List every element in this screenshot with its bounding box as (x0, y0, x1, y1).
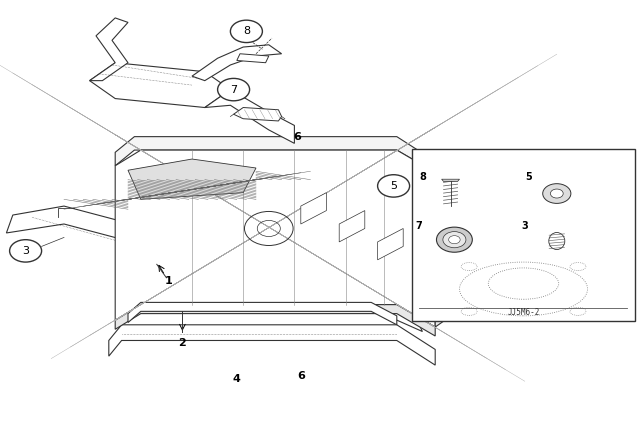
Polygon shape (339, 211, 365, 242)
Circle shape (550, 189, 563, 198)
Text: 6: 6 (294, 132, 301, 142)
Text: 7: 7 (416, 221, 422, 231)
Circle shape (449, 236, 460, 244)
Polygon shape (378, 228, 403, 260)
Polygon shape (6, 206, 422, 332)
FancyBboxPatch shape (412, 149, 635, 321)
Polygon shape (192, 45, 282, 81)
Text: 3: 3 (522, 221, 528, 231)
Circle shape (443, 232, 466, 248)
Text: 2: 2 (179, 338, 186, 348)
Polygon shape (435, 166, 445, 327)
Circle shape (543, 184, 571, 203)
Polygon shape (115, 150, 435, 327)
Polygon shape (128, 159, 256, 199)
Text: 4: 4 (233, 374, 241, 383)
Text: 3: 3 (22, 246, 29, 256)
Text: 8: 8 (419, 172, 426, 182)
Polygon shape (234, 108, 282, 121)
Text: 5: 5 (525, 172, 532, 182)
Circle shape (10, 240, 42, 262)
Polygon shape (237, 54, 269, 63)
Text: 7: 7 (230, 85, 237, 95)
Polygon shape (90, 18, 128, 81)
Polygon shape (90, 63, 230, 108)
Circle shape (378, 175, 410, 197)
Text: 5: 5 (390, 181, 397, 191)
Circle shape (218, 78, 250, 101)
Polygon shape (115, 137, 435, 172)
Polygon shape (301, 193, 326, 224)
Polygon shape (109, 325, 435, 365)
Polygon shape (442, 179, 460, 181)
Polygon shape (128, 302, 397, 325)
Text: 1: 1 (164, 276, 172, 286)
Text: JJ5M6-2: JJ5M6-2 (508, 308, 540, 317)
Polygon shape (115, 305, 435, 336)
Circle shape (230, 20, 262, 43)
Polygon shape (205, 90, 294, 143)
Text: 6: 6 (297, 371, 305, 381)
Text: 8: 8 (243, 26, 250, 36)
Circle shape (436, 227, 472, 252)
